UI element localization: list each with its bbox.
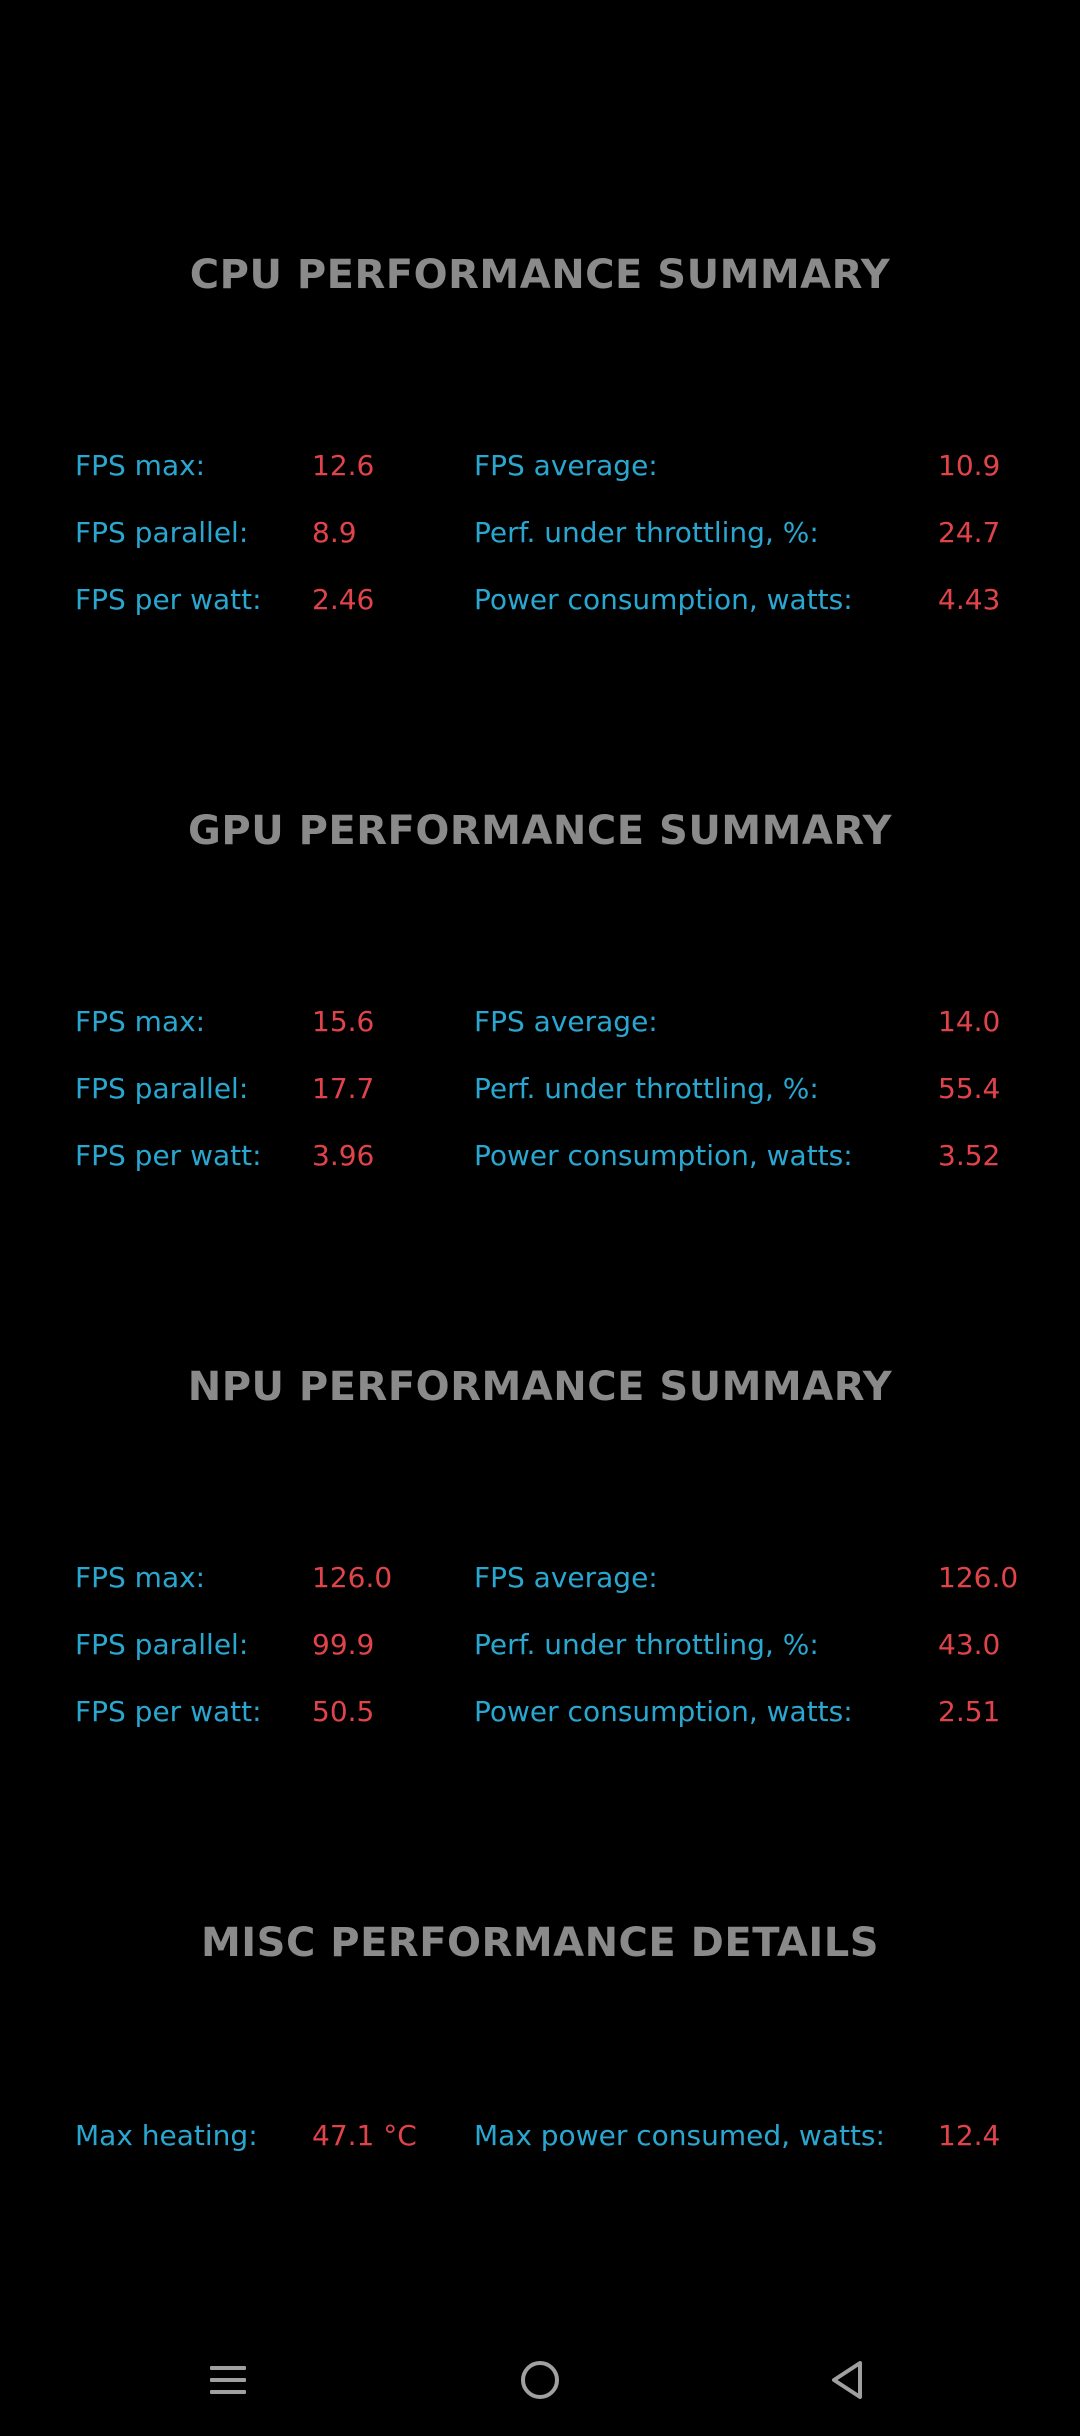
fps-per-watt-label: FPS per watt: (75, 1139, 262, 1172)
fps-per-watt-value: 2.46 (312, 583, 375, 616)
stat-row: Max heating: 47.1 °C Max power consumed,… (0, 2116, 1080, 2156)
fps-per-watt-label: FPS per watt: (75, 1695, 262, 1728)
stat-row: FPS max: 12.6 FPS average: 10.9 (0, 446, 1080, 486)
power-consumption-label: Power consumption, watts: (474, 1139, 853, 1172)
fps-parallel-value: 99.9 (312, 1628, 375, 1661)
fps-per-watt-value: 3.96 (312, 1139, 375, 1172)
fps-per-watt-label: FPS per watt: (75, 583, 262, 616)
menu-icon (210, 2366, 246, 2394)
fps-parallel-label: FPS parallel: (75, 1628, 249, 1661)
max-power-consumed-label: Max power consumed, watts: (474, 2119, 885, 2152)
recent-apps-button[interactable] (188, 2340, 268, 2420)
power-consumption-label: Power consumption, watts: (474, 1695, 853, 1728)
fps-parallel-value: 8.9 (312, 516, 357, 549)
perf-throttling-label: Perf. under throttling, %: (474, 516, 819, 549)
fps-average-value: 10.9 (938, 449, 1001, 482)
back-icon (832, 2361, 862, 2399)
fps-average-label: FPS average: (474, 1561, 658, 1594)
stat-row: FPS max: 126.0 FPS average: 126.0 (0, 1558, 1080, 1598)
stat-row: FPS max: 15.6 FPS average: 14.0 (0, 1002, 1080, 1042)
max-power-consumed-value: 12.4 (938, 2119, 1001, 2152)
fps-average-value: 126.0 (938, 1561, 1019, 1594)
fps-parallel-label: FPS parallel: (75, 516, 249, 549)
section-title: NPU PERFORMANCE SUMMARY (187, 1364, 893, 1410)
perf-throttling-label: Perf. under throttling, %: (474, 1072, 819, 1105)
fps-max-label: FPS max: (75, 1561, 206, 1594)
fps-per-watt-value: 50.5 (312, 1695, 375, 1728)
section-title: MISC PERFORMANCE DETAILS (200, 1920, 880, 1966)
fps-average-label: FPS average: (474, 1005, 658, 1038)
section-title: GPU PERFORMANCE SUMMARY (188, 808, 892, 854)
power-consumption-value: 2.51 (938, 1695, 1001, 1728)
fps-max-label: FPS max: (75, 1005, 206, 1038)
section-title: CPU PERFORMANCE SUMMARY (189, 252, 891, 298)
fps-parallel-label: FPS parallel: (75, 1072, 249, 1105)
fps-max-value: 126.0 (312, 1561, 393, 1594)
fps-parallel-value: 17.7 (312, 1072, 375, 1105)
stat-row: FPS parallel: 8.9 Perf. under throttling… (0, 513, 1080, 553)
navigation-bar (0, 2340, 1080, 2420)
perf-throttling-label: Perf. under throttling, %: (474, 1628, 819, 1661)
fps-max-value: 12.6 (312, 449, 375, 482)
perf-throttling-value: 55.4 (938, 1072, 1001, 1105)
fps-average-label: FPS average: (474, 449, 658, 482)
fps-average-value: 14.0 (938, 1005, 1001, 1038)
power-consumption-value: 3.52 (938, 1139, 1001, 1172)
stat-row: FPS per watt: 2.46 Power consumption, wa… (0, 580, 1080, 620)
home-button[interactable] (500, 2340, 580, 2420)
stat-row: FPS per watt: 3.96 Power consumption, wa… (0, 1136, 1080, 1176)
max-heating-value: 47.1 °C (312, 2119, 417, 2152)
perf-throttling-value: 43.0 (938, 1628, 1001, 1661)
back-button[interactable] (808, 2340, 888, 2420)
home-icon (521, 2361, 559, 2399)
fps-max-label: FPS max: (75, 449, 206, 482)
power-consumption-value: 4.43 (938, 583, 1001, 616)
perf-throttling-value: 24.7 (938, 516, 1001, 549)
stat-row: FPS per watt: 50.5 Power consumption, wa… (0, 1692, 1080, 1732)
stat-row: FPS parallel: 99.9 Perf. under throttlin… (0, 1625, 1080, 1665)
stat-row: FPS parallel: 17.7 Perf. under throttlin… (0, 1069, 1080, 1109)
max-heating-label: Max heating: (75, 2119, 258, 2152)
fps-max-value: 15.6 (312, 1005, 375, 1038)
power-consumption-label: Power consumption, watts: (474, 583, 853, 616)
